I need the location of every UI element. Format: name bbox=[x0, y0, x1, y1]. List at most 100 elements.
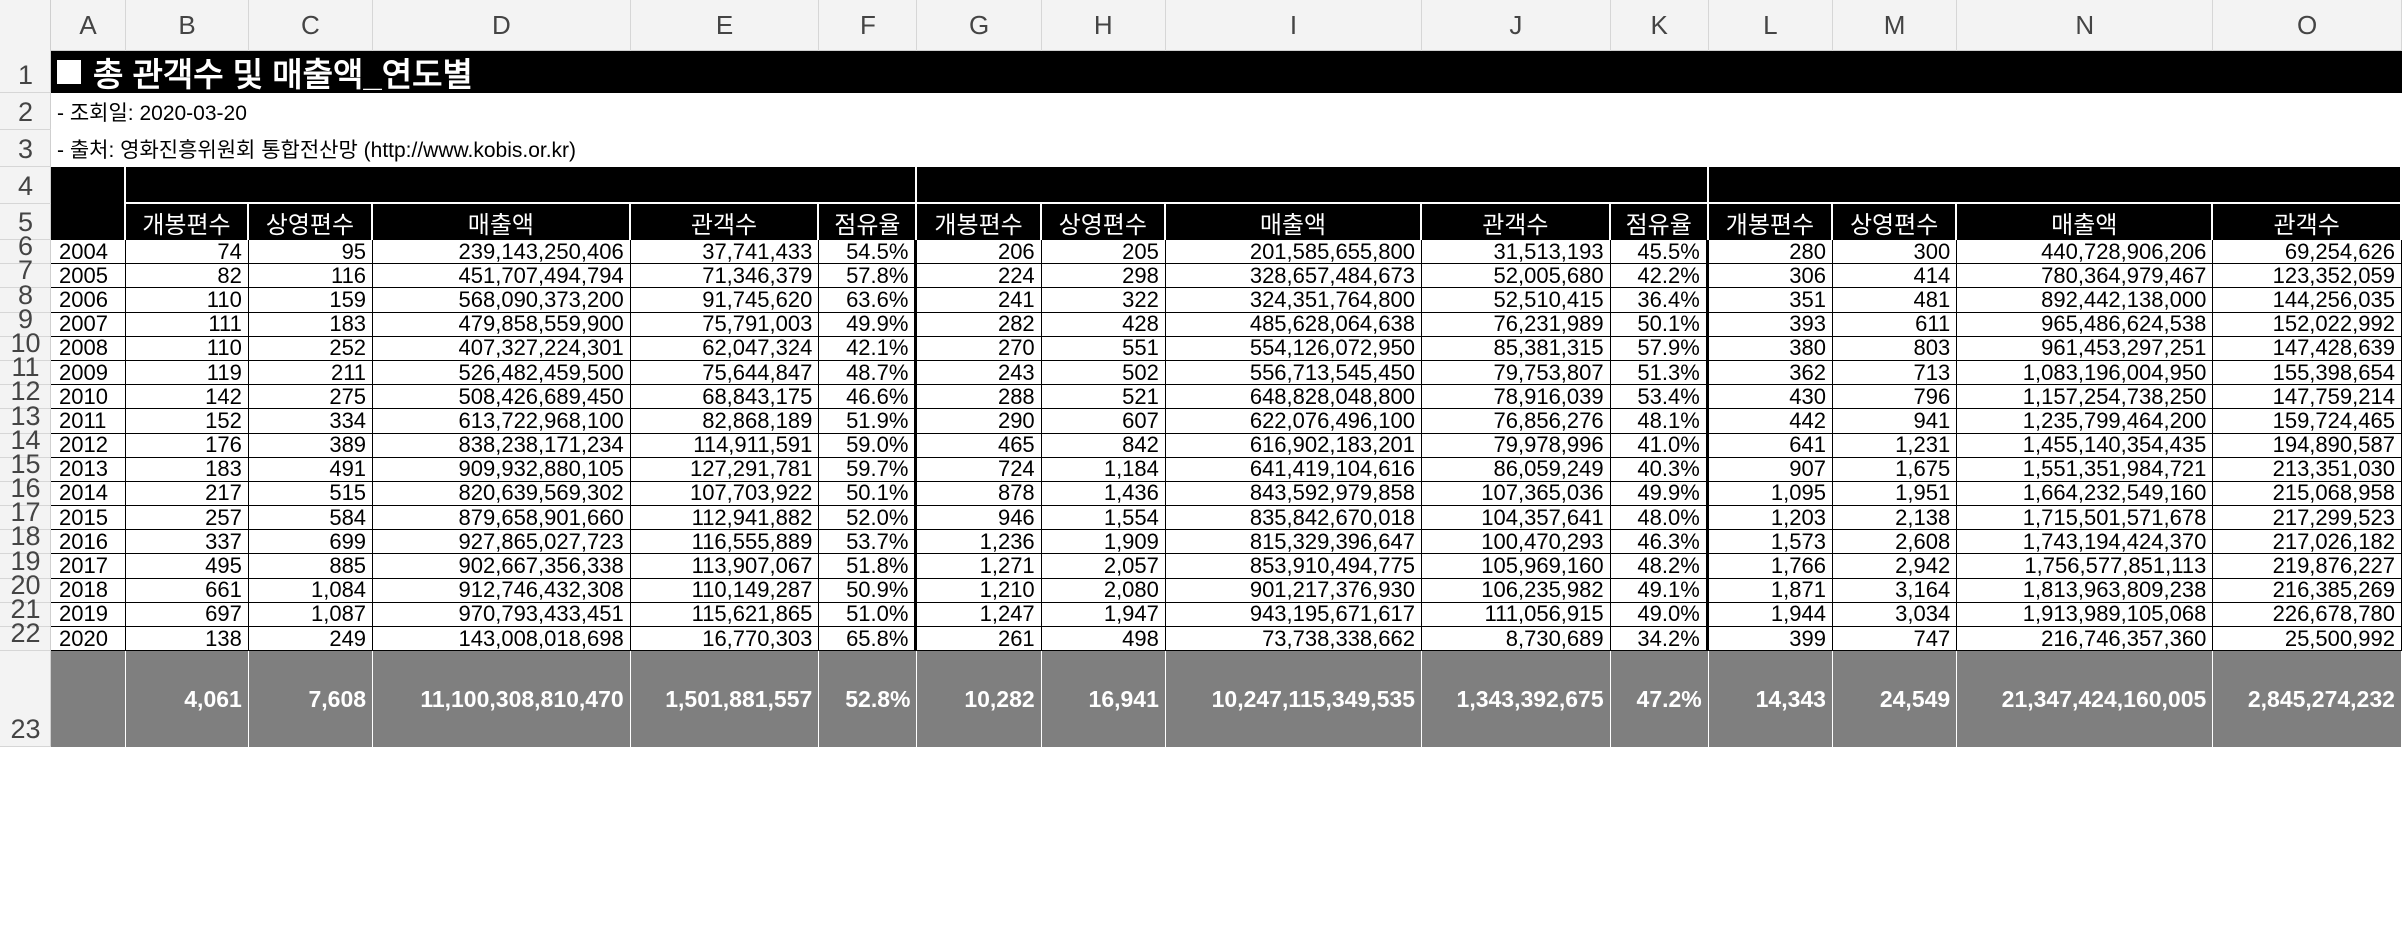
data-cell[interactable]: 57.9% bbox=[1610, 336, 1709, 361]
header-total[interactable] bbox=[1708, 167, 2402, 204]
data-cell[interactable]: 1,951 bbox=[1832, 481, 1958, 507]
data-cell[interactable]: 45.5% bbox=[1610, 240, 1709, 265]
subheader-korea-4[interactable]: 점유율 bbox=[819, 204, 918, 240]
data-cell[interactable]: 842 bbox=[1041, 433, 1166, 458]
data-cell[interactable]: 1,743,194,424,370 bbox=[1957, 530, 2214, 555]
data-cell[interactable]: 95 bbox=[248, 240, 374, 265]
data-cell[interactable]: 91,745,620 bbox=[630, 288, 820, 313]
data-cell[interactable]: 879,658,901,660 bbox=[373, 506, 631, 531]
data-cell[interactable]: 465 bbox=[917, 433, 1042, 458]
total-cell[interactable]: 2,845,274,232 bbox=[2213, 651, 2402, 748]
subheader-foreign-2[interactable]: 매출액 bbox=[1165, 204, 1423, 240]
data-cell[interactable]: 54.5% bbox=[819, 240, 918, 265]
data-cell[interactable]: 622,076,496,100 bbox=[1165, 409, 1422, 434]
data-cell[interactable]: 49.1% bbox=[1610, 578, 1709, 603]
data-cell[interactable]: 485,628,064,638 bbox=[1165, 312, 1422, 337]
data-cell[interactable]: 440,728,906,206 bbox=[1957, 240, 2214, 265]
data-cell[interactable]: 48.2% bbox=[1610, 554, 1709, 579]
data-cell[interactable]: 288 bbox=[917, 385, 1042, 410]
row-header-16[interactable]: 16 bbox=[0, 473, 51, 507]
data-cell[interactable]: 123,352,059 bbox=[2213, 264, 2402, 289]
total-cell[interactable]: 10,247,115,349,535 bbox=[1165, 651, 1422, 748]
column-header-h[interactable]: H bbox=[1042, 0, 1166, 51]
data-cell[interactable]: 648,828,048,800 bbox=[1165, 385, 1422, 410]
data-cell[interactable]: 48.7% bbox=[819, 360, 918, 386]
data-cell[interactable]: 53.7% bbox=[819, 530, 918, 555]
data-cell[interactable]: 1,554 bbox=[1041, 506, 1166, 531]
data-cell[interactable]: 74 bbox=[126, 240, 249, 265]
data-cell[interactable]: 51.0% bbox=[819, 602, 918, 627]
data-cell[interactable]: 159,724,465 bbox=[2213, 409, 2402, 434]
data-cell[interactable]: 217,299,523 bbox=[2213, 506, 2402, 531]
year-cell[interactable]: 2009 bbox=[51, 360, 127, 386]
data-cell[interactable]: 110 bbox=[126, 336, 249, 361]
row-header-7[interactable]: 7 bbox=[0, 255, 51, 289]
data-cell[interactable]: 75,644,847 bbox=[630, 360, 820, 386]
column-header-k[interactable]: K bbox=[1611, 0, 1709, 51]
data-cell[interactable]: 1,157,254,738,250 bbox=[1957, 385, 2214, 410]
data-cell[interactable]: 63.6% bbox=[819, 288, 918, 313]
data-cell[interactable]: 878 bbox=[917, 481, 1042, 507]
data-cell[interactable]: 46.6% bbox=[819, 385, 918, 410]
data-cell[interactable]: 201,585,655,800 bbox=[1165, 240, 1422, 265]
row-header-3[interactable]: 3 bbox=[0, 130, 51, 167]
total-cell[interactable]: 1,501,881,557 bbox=[630, 651, 820, 748]
data-cell[interactable]: 261 bbox=[917, 627, 1042, 652]
header-korea[interactable] bbox=[126, 167, 918, 204]
data-cell[interactable]: 1,813,963,809,238 bbox=[1957, 578, 2214, 603]
data-cell[interactable]: 69,254,626 bbox=[2213, 240, 2402, 265]
column-header-j[interactable]: J bbox=[1422, 0, 1611, 51]
row-header-4[interactable]: 4 bbox=[0, 167, 51, 204]
data-cell[interactable]: 1,455,140,354,435 bbox=[1957, 433, 2214, 458]
total-cell[interactable]: 47.2% bbox=[1610, 651, 1709, 748]
data-cell[interactable]: 111,056,915 bbox=[1422, 602, 1611, 627]
data-cell[interactable]: 1,231 bbox=[1832, 433, 1958, 458]
subheader-total-0[interactable]: 개봉편수 bbox=[1708, 204, 1834, 240]
column-header-m[interactable]: M bbox=[1833, 0, 1958, 51]
subheader-foreign-1[interactable]: 상영편수 bbox=[1041, 204, 1166, 240]
data-cell[interactable]: 1,436 bbox=[1041, 481, 1166, 507]
data-cell[interactable]: 100,470,293 bbox=[1422, 530, 1611, 555]
data-cell[interactable]: 241 bbox=[917, 288, 1042, 313]
data-cell[interactable]: 104,357,641 bbox=[1422, 506, 1611, 531]
subheader-foreign-0[interactable]: 개봉편수 bbox=[917, 204, 1042, 240]
data-cell[interactable]: 1,664,232,549,160 bbox=[1957, 481, 2214, 507]
data-cell[interactable]: 961,453,297,251 bbox=[1957, 336, 2214, 361]
data-cell[interactable]: 479,858,559,900 bbox=[373, 312, 631, 337]
data-cell[interactable]: 53.4% bbox=[1610, 385, 1709, 410]
data-cell[interactable]: 481 bbox=[1832, 288, 1958, 313]
data-cell[interactable]: 82,868,189 bbox=[630, 409, 820, 434]
data-cell[interactable]: 282 bbox=[917, 312, 1042, 337]
data-cell[interactable]: 1,573 bbox=[1708, 530, 1833, 555]
row-header-13[interactable]: 13 bbox=[0, 401, 51, 434]
data-cell[interactable]: 275 bbox=[248, 385, 374, 410]
data-cell[interactable]: 515 bbox=[248, 481, 374, 507]
data-cell[interactable]: 351 bbox=[1708, 288, 1833, 313]
data-cell[interactable]: 216,385,269 bbox=[2213, 578, 2402, 603]
subheader-korea-2[interactable]: 매출액 bbox=[373, 204, 631, 240]
data-cell[interactable]: 1,087 bbox=[248, 602, 374, 627]
data-cell[interactable]: 51.3% bbox=[1610, 360, 1709, 386]
data-cell[interactable]: 521 bbox=[1041, 385, 1166, 410]
data-cell[interactable]: 110,149,287 bbox=[630, 578, 820, 603]
data-cell[interactable]: 1,944 bbox=[1708, 602, 1833, 627]
data-cell[interactable]: 1,083,196,004,950 bbox=[1957, 360, 2214, 386]
total-cell[interactable]: 11,100,308,810,470 bbox=[373, 651, 631, 748]
year-cell[interactable]: 2017 bbox=[51, 554, 127, 579]
data-cell[interactable]: 724 bbox=[917, 457, 1042, 482]
data-cell[interactable]: 820,639,569,302 bbox=[373, 481, 631, 507]
data-cell[interactable]: 1,551,351,984,721 bbox=[1957, 457, 2214, 482]
data-cell[interactable]: 46.3% bbox=[1610, 530, 1709, 555]
data-cell[interactable]: 835,842,670,018 bbox=[1165, 506, 1422, 531]
data-cell[interactable]: 147,428,639 bbox=[2213, 336, 2402, 361]
data-cell[interactable]: 49.9% bbox=[819, 312, 918, 337]
data-cell[interactable]: 399 bbox=[1708, 627, 1833, 652]
data-cell[interactable]: 159 bbox=[248, 288, 374, 313]
total-cell[interactable]: 52.8% bbox=[819, 651, 918, 748]
data-cell[interactable]: 40.3% bbox=[1610, 457, 1709, 482]
data-cell[interactable]: 1,095 bbox=[1708, 481, 1833, 507]
year-cell[interactable]: 2015 bbox=[51, 506, 127, 531]
data-cell[interactable]: 147,759,214 bbox=[2213, 385, 2402, 410]
data-cell[interactable]: 51.9% bbox=[819, 409, 918, 434]
select-all-corner[interactable] bbox=[0, 0, 51, 51]
